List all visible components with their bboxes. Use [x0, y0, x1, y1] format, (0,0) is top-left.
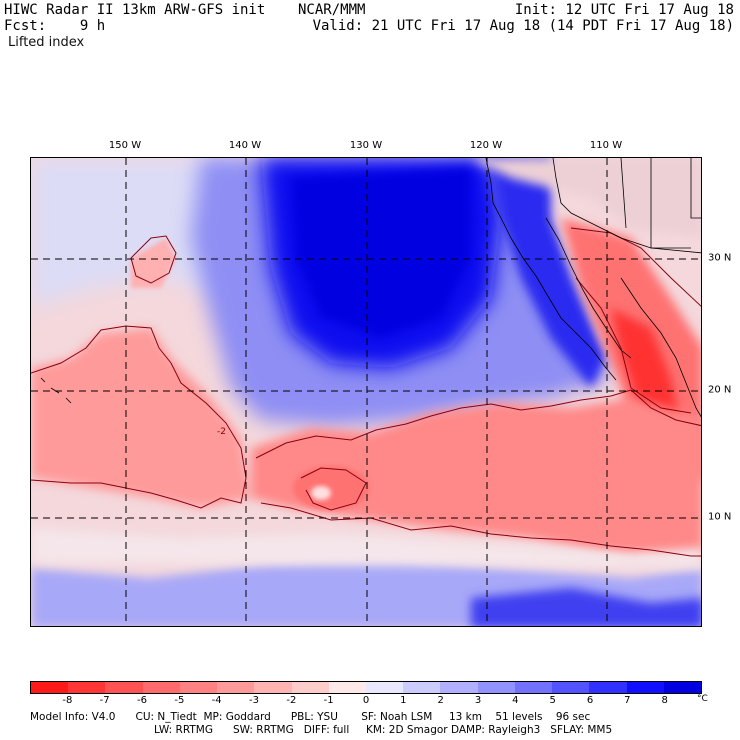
lon-label-140w: 140 W: [228, 140, 262, 151]
colorbar-tick-label: 2: [437, 695, 444, 706]
lon-label-150w: 150 W: [108, 140, 142, 151]
model-info-line2: LW: RRTMG SW: RRTMG DIFF: full KM: 2D Sm…: [154, 724, 613, 736]
field-itcz-west: [31, 328, 251, 508]
field-equatorial-pale: [31, 528, 701, 568]
field-cyclone-eye: [311, 486, 331, 500]
field-land-north: [471, 158, 701, 238]
colorbar-swatch: [31, 682, 69, 693]
field-core-max: [291, 168, 471, 338]
field-coastal-blue: [491, 158, 606, 388]
lat-label-30n: 30 N: [708, 252, 732, 264]
colorbar-swatch: [477, 682, 515, 693]
colorbar-tick-label: 5: [549, 695, 556, 706]
colorbar-swatch: [328, 682, 366, 693]
colorbar-tick-label: -6: [137, 695, 147, 706]
colorbar-swatch: [105, 682, 143, 693]
colorbar-tick-label: -7: [99, 695, 110, 706]
colorbar-tick-label: -8: [62, 695, 73, 706]
colorbar-swatch: [514, 682, 553, 693]
lon-label-110w: 110 W: [589, 140, 623, 151]
graticule: [31, 158, 701, 626]
colorbar-tick-label: -2: [286, 695, 297, 706]
forecast-hour: Fcst: 9 h: [4, 18, 106, 34]
title-center: NCAR/MMM: [298, 2, 366, 18]
lon-label-130w: 130 W: [349, 140, 383, 151]
colorbar-swatch: [254, 682, 292, 693]
contour-minus2: [31, 227, 701, 557]
colorbar-swatch: [365, 682, 404, 693]
map-panel[interactable]: -2: [30, 157, 702, 627]
colorbar-swatch: [663, 682, 701, 693]
colorbar-swatch: [179, 682, 218, 693]
colorbar-tick-label: 8: [661, 695, 668, 706]
init-time: Init: 12 UTC Fri 17 Aug 18: [514, 2, 734, 18]
lon-label-120w: 120 W: [469, 140, 503, 151]
colorbar-tick-label: -1: [323, 695, 334, 706]
colorbar-tick-label: 4: [512, 695, 519, 706]
lat-label-10n: 10 N: [708, 511, 732, 523]
valid-time: Valid: 21 UTC Fri 17 Aug 18 (14 PDT Fri …: [312, 18, 734, 34]
colorbar-unit: °C: [697, 694, 708, 704]
colorbar-swatch: [440, 682, 478, 693]
colorbar: [30, 681, 702, 694]
colorbar-swatch: [552, 682, 590, 693]
colorbar-tick-label: 0: [362, 695, 370, 706]
colorbar-swatch: [68, 682, 106, 693]
model-info-line1: Model Info: V4.0 CU: N_Tiedt MP: Goddard…: [30, 711, 591, 723]
lat-label-20n: 20 N: [708, 384, 732, 396]
colorbar-swatch: [217, 682, 255, 693]
colorbar-swatch: [589, 682, 627, 693]
lifted-index-field: -2: [31, 158, 701, 626]
colorbar-tick-label: 1: [400, 695, 407, 706]
colorbar-tick-label: 3: [474, 695, 482, 706]
title-left: HIWC Radar II 13km ARW-GFS init: [4, 2, 266, 18]
colorbar-tick-label: -3: [249, 695, 259, 706]
colorbar-tick-label: 6: [586, 695, 594, 706]
field-cyclone: [293, 466, 369, 510]
colorbar-tick-label: 7: [624, 695, 631, 706]
colorbar-tick-label: -5: [174, 695, 185, 706]
coastline: [40, 158, 701, 418]
field-south-deep-blue: [471, 588, 701, 626]
colorbar-swatch: [626, 682, 664, 693]
colorbar-swatch: [403, 682, 441, 693]
contour-label: -2: [217, 427, 226, 437]
colorbar-tick-label: -4: [211, 695, 222, 706]
colorbar-swatch: [142, 682, 180, 693]
field-name: Lifted index: [8, 35, 85, 50]
colorbar-swatch: [291, 682, 329, 693]
